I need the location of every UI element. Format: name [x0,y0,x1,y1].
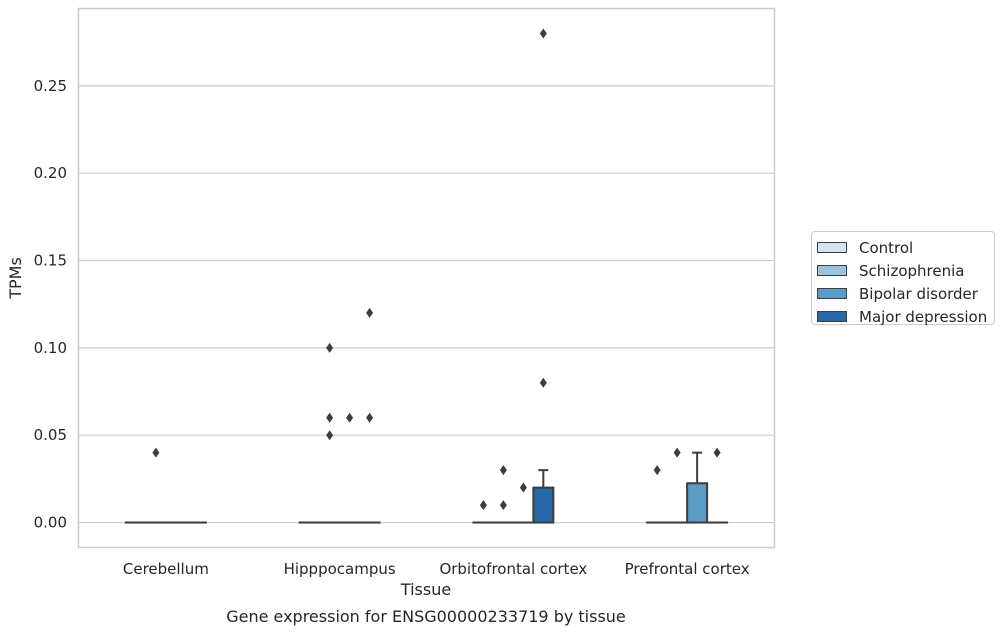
plot-area-frame [77,7,776,549]
outlier-point [653,465,661,476]
outlier-point [539,377,547,388]
x-axis-ticks: Cerebellum Hipppocampus Orbitofrontal cort… [123,560,750,578]
x-tick-label: Hipppocampus [284,560,396,578]
y-axis-ticks: 0.00 0.05 0.10 0.15 0.20 0.25 [34,77,67,532]
outlier-point [479,500,487,511]
legend-item: Schizophrenia [817,259,994,282]
legend-swatch [817,288,847,299]
y-tick-label: 0.10 [34,339,67,357]
legend-swatch [817,265,847,276]
x-tick-label: Prefrontal cortex [625,560,750,578]
legend-label: Bipolar disorder [859,284,978,303]
outlier-point [366,412,374,423]
x-tick-label: Orbitofrontal cortex [439,560,587,578]
gridlines [79,85,774,524]
y-tick-label: 0.00 [34,514,67,532]
y-tick-label: 0.20 [34,164,67,182]
series-major-depression [184,28,729,524]
series-bipolar-disorder [164,412,709,524]
legend-item: Bipolar disorder [817,282,994,305]
legend: Control Schizophrenia Bipolar disorder Majo… [811,231,995,328]
outlier-point [713,447,721,458]
x-axis-label: Tissue [400,580,451,599]
outlier-point [499,500,507,511]
chart-caption: Gene expression for ENSG00000233719 by t… [226,607,626,626]
box-series [124,28,729,524]
outlier-point [519,482,527,493]
legend-item: Control [817,236,994,259]
outlier-point [366,307,374,318]
legend-label: Control [859,238,914,257]
y-axis-label: TPMs [6,257,25,300]
legend-swatch [817,242,847,253]
series-schizophrenia [144,342,689,524]
outlier-point [499,465,507,476]
legend-label: Schizophrenia [859,261,965,280]
outlier-point [673,447,681,458]
outlier-point [152,447,160,458]
box [686,482,709,524]
legend-swatch [817,311,847,322]
outlier-point [539,28,547,39]
legend-label: Major depression [859,307,988,326]
series-control [124,465,669,524]
x-tick-label: Cerebellum [123,560,209,578]
outlier-point [326,430,334,441]
legend-item: Major depression [817,305,994,328]
y-tick-label: 0.15 [34,252,67,270]
outlier-point [346,412,354,423]
box [532,486,555,524]
outlier-point [326,412,334,423]
outlier-point [326,342,334,353]
y-tick-label: 0.25 [34,77,67,95]
y-tick-label: 0.05 [34,426,67,444]
